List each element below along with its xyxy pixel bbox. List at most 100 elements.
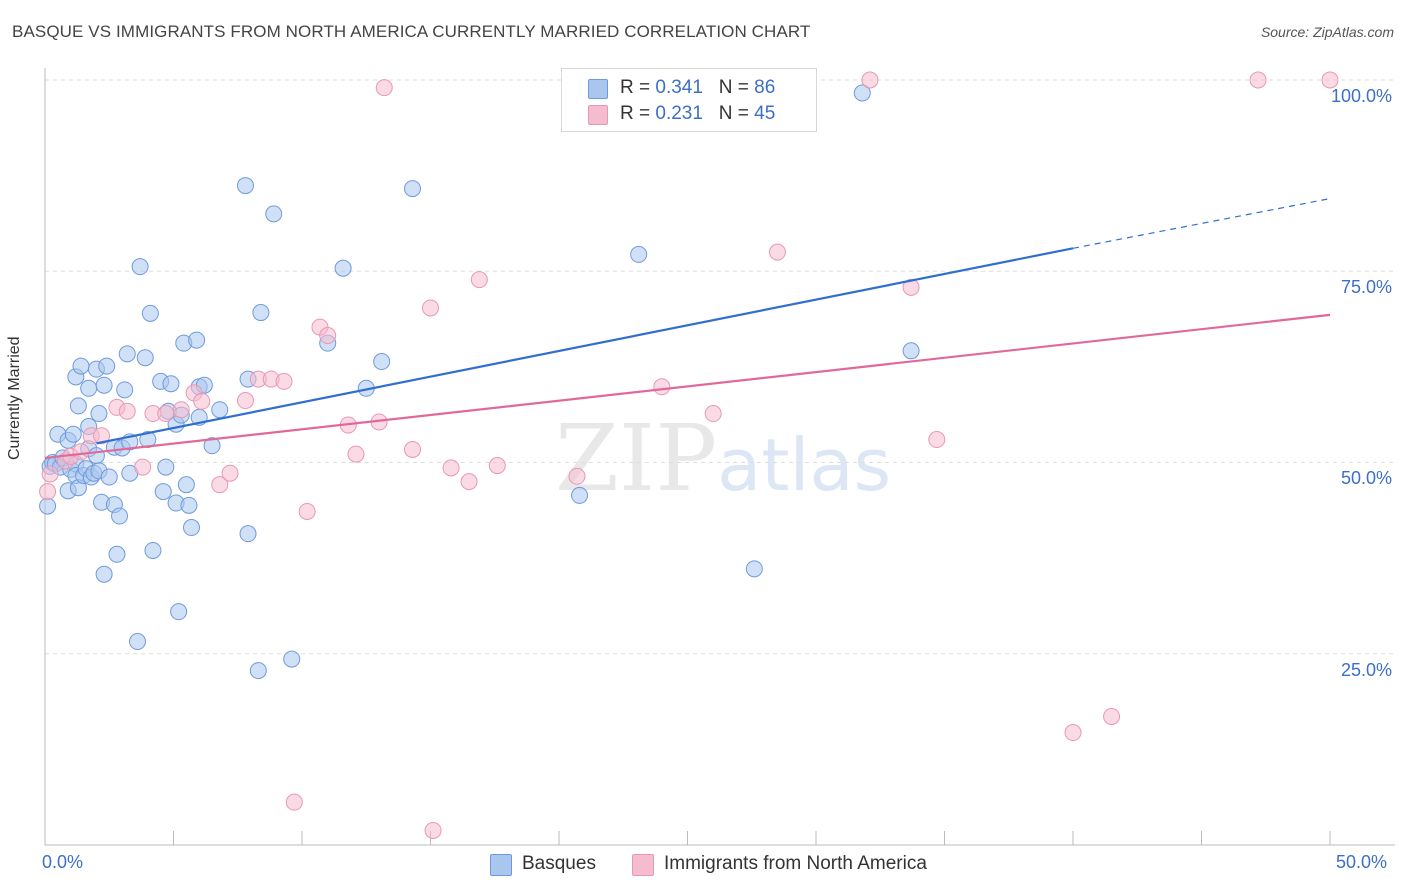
data-point: [902, 342, 920, 360]
data-point: [285, 793, 303, 811]
data-point: [108, 545, 126, 563]
basques-trend-line: [96, 247, 1074, 445]
data-point: [298, 502, 316, 520]
data-point: [193, 392, 211, 410]
data-point: [203, 437, 221, 455]
data-point: [39, 483, 57, 501]
legend-label: Immigrants from North America: [664, 853, 927, 874]
data-point: [630, 245, 648, 263]
data-point: [134, 458, 152, 476]
data-point: [460, 473, 478, 491]
x-tick-label: 0.0%: [42, 852, 84, 872]
trend-lines: [44, 197, 1331, 460]
data-point: [144, 541, 162, 559]
data-point: [265, 205, 283, 223]
data-point: [154, 483, 172, 501]
n-value: 86: [754, 77, 776, 98]
r-label: R =: [620, 103, 651, 124]
data-point: [41, 465, 59, 483]
data-point: [334, 259, 352, 277]
y-axis-label: Currently Married: [6, 336, 23, 460]
data-point: [141, 304, 159, 322]
data-point: [768, 243, 786, 261]
legend-swatch-blue: [490, 854, 512, 876]
data-point: [211, 401, 229, 419]
data-point: [157, 405, 175, 423]
data-point: [116, 381, 134, 399]
watermark-atlas: atlas: [717, 423, 892, 507]
legend-text: R = 0.231 N = 45: [620, 103, 775, 125]
data-point: [95, 376, 113, 394]
data-point: [157, 458, 175, 476]
data-point: [172, 401, 190, 419]
data-point: [1103, 707, 1121, 725]
data-point: [80, 379, 98, 397]
data-point: [442, 459, 460, 477]
data-point: [239, 525, 257, 543]
data-point: [211, 476, 229, 494]
source-credit: Source: ZipAtlas.com: [1260, 24, 1394, 40]
data-point: [283, 650, 301, 668]
data-point: [100, 468, 118, 486]
data-point: [177, 476, 195, 494]
n-label: N =: [718, 77, 749, 98]
n-value: 45: [754, 103, 776, 124]
basques-trend-extension: [1072, 197, 1331, 249]
data-point: [704, 405, 722, 423]
data-point: [568, 467, 586, 485]
data-point: [98, 357, 116, 375]
data-point: [95, 565, 113, 583]
data-point: [87, 447, 105, 465]
data-point: [1321, 71, 1339, 89]
r-value: 0.341: [655, 77, 703, 98]
legend-swatch-pink: [632, 854, 654, 876]
legend-swatch-blue: [588, 79, 608, 99]
data-point: [745, 560, 763, 578]
y-tick-label: 50.0%: [1340, 468, 1392, 488]
series-legend: Basques Immigrants from North America: [0, 853, 1406, 877]
data-point: [118, 402, 136, 420]
data-point: [64, 425, 82, 443]
data-point: [162, 375, 180, 393]
y-tick-label: 100.0%: [1330, 86, 1392, 106]
n-label: N =: [718, 103, 749, 124]
correlation-legend: R = 0.341 N = 86 R = 0.231 N = 45: [561, 68, 817, 132]
data-point: [131, 258, 149, 276]
data-point: [236, 177, 254, 195]
data-point: [118, 345, 136, 363]
data-point: [853, 84, 871, 102]
r-value: 0.231: [655, 103, 703, 124]
data-point: [404, 180, 422, 198]
legend-swatch-pink: [588, 105, 608, 125]
data-point: [653, 378, 671, 396]
data-point: [470, 271, 488, 289]
data-point: [928, 431, 946, 449]
data-point: [571, 486, 589, 504]
data-point: [861, 71, 879, 89]
gridlines: [45, 79, 1395, 655]
data-point: [180, 496, 198, 514]
x-tick-label: 50.0%: [1336, 852, 1388, 872]
data-point: [93, 427, 111, 445]
data-point: [375, 79, 393, 97]
y-tick-label: 25.0%: [1340, 660, 1392, 680]
data-point: [275, 372, 293, 390]
data-point: [188, 331, 206, 349]
data-point: [221, 464, 239, 482]
data-point: [129, 633, 147, 651]
data-point: [373, 353, 391, 371]
data-point: [424, 821, 442, 839]
r-label: R =: [620, 77, 651, 98]
data-point: [252, 304, 270, 322]
basques-points: [39, 84, 920, 680]
data-point: [422, 299, 439, 317]
data-point: [347, 445, 365, 463]
data-point: [69, 397, 87, 415]
data-point: [236, 392, 254, 410]
data-point: [39, 497, 57, 515]
immigrants-trend-line: [44, 313, 1331, 460]
y-tick-label: 75.0%: [1340, 277, 1392, 297]
data-point: [902, 278, 920, 296]
immigrants-points: [39, 71, 1339, 839]
